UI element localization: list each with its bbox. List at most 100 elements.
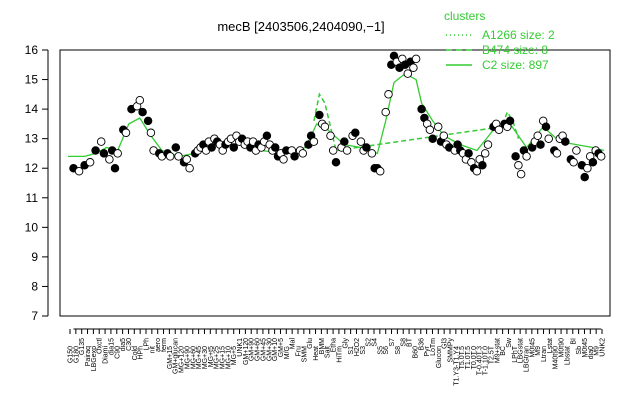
- plot-frame: [59, 49, 611, 317]
- data-point: [74, 166, 84, 176]
- y-tick-label: 8: [31, 279, 38, 293]
- x-tick-label: BC: [500, 346, 507, 356]
- data-point: [309, 137, 319, 146]
- x-tick-label: LBGtran: [524, 346, 531, 372]
- x-tick-label: dia5: [120, 338, 127, 351]
- data-point: [165, 152, 175, 161]
- x-tick-label: M/G: [284, 346, 291, 359]
- data-point: [583, 163, 592, 173]
- x-tick-label: aero: [155, 338, 162, 352]
- data-point: [580, 172, 589, 182]
- x-tick-label: Sw: [506, 337, 513, 348]
- y-tick-label: 10: [25, 220, 39, 234]
- x-tick-label: S5: [377, 346, 384, 355]
- x-tick-label: Fru: [296, 346, 303, 357]
- chart-title: mecB [2403506,2404090,−1]: [217, 19, 384, 34]
- x-tick-label: HiTm: [336, 346, 343, 363]
- data-point: [174, 152, 183, 161]
- x-tick-label: B36: [418, 338, 425, 351]
- x-tick-label: HPh: [138, 346, 145, 360]
- y-tick-label: 12: [25, 161, 39, 175]
- data-point: [541, 122, 551, 132]
- x-tick-label: S2: [366, 338, 373, 347]
- x-tick-label: Glucon: [436, 346, 443, 368]
- x-tick-label: M9: [594, 346, 601, 356]
- data-point: [505, 116, 515, 126]
- data-point: [110, 163, 120, 173]
- x-tick-label: S8: [401, 338, 408, 347]
- data-point: [483, 140, 493, 149]
- y-tick-label: 11: [26, 191, 39, 205]
- legend-entry-label: A1266 size: 2: [482, 28, 555, 42]
- data-point: [270, 143, 280, 152]
- x-tick-label: Gl3: [442, 338, 449, 349]
- data-point: [279, 155, 288, 164]
- data-point: [533, 131, 542, 140]
- data-point: [331, 158, 341, 167]
- x-tick-label: S8: [395, 346, 402, 355]
- data-point: [229, 143, 239, 152]
- x-tick-label: Diami: [103, 346, 110, 364]
- data-point: [262, 131, 272, 140]
- x-tick-label: dia15: [108, 338, 115, 355]
- x-tick-label: T-1.10T.0: [483, 346, 490, 375]
- x-tick-label: S7: [389, 338, 396, 347]
- x-tick-label: S4: [372, 338, 379, 347]
- data-point: [516, 169, 526, 179]
- data-point: [381, 107, 390, 117]
- data-point: [514, 161, 523, 170]
- data-point: [342, 146, 352, 155]
- data-point: [207, 143, 216, 152]
- data-point: [511, 152, 520, 161]
- data-point: [113, 149, 122, 158]
- data-point: [588, 158, 598, 167]
- x-tick-label: MG+90: [184, 346, 191, 369]
- y-tick-label: 13: [25, 132, 39, 146]
- data-point: [409, 63, 418, 72]
- x-tick-label: MG+25: [214, 346, 221, 369]
- data-point: [494, 125, 504, 135]
- data-point: [572, 146, 581, 155]
- data-point: [326, 131, 335, 140]
- x-tick-label: LBGexp: [91, 346, 98, 371]
- x-tick-label: MG+30: [202, 346, 209, 369]
- data-point: [315, 110, 324, 120]
- x-tick-label: H2O2: [354, 338, 361, 356]
- data-point: [290, 152, 299, 161]
- data-point: [561, 137, 570, 146]
- x-tick-label: B60: [412, 346, 419, 359]
- x-tick-label: LPhT: [512, 345, 519, 362]
- data-point: [464, 149, 473, 158]
- x-tick-label: GM+120: [243, 338, 250, 365]
- x-tick-label: M40t90: [553, 346, 560, 369]
- x-tick-label: ferm: [161, 338, 168, 352]
- legend-entry-label: C2 size: 897: [482, 58, 549, 72]
- data-point: [375, 166, 385, 176]
- data-point: [544, 134, 553, 143]
- data-point: [552, 149, 562, 158]
- x-tick-label: G150: [68, 346, 75, 363]
- x-tick-label: T0.0T.0: [471, 346, 478, 369]
- x-tick-label: Pyr: [424, 345, 431, 356]
- data-point: [138, 107, 147, 117]
- data-point: [182, 155, 192, 164]
- x-tick-label: Cold: [132, 346, 139, 361]
- x-tick-label: T2.5T: [488, 345, 495, 364]
- y-axis: 7 8 9 10 11 12 13 14 15 16: [25, 43, 49, 323]
- x-tick-label: C30: [126, 338, 133, 351]
- x-tick-label: S6: [383, 346, 390, 355]
- data-point: [91, 146, 100, 155]
- x-tick-label: BT: [407, 337, 414, 347]
- x-tick-label: GM+glucan: [173, 338, 180, 374]
- x-tick-label: SMMPy: [448, 338, 455, 363]
- data-point: [146, 128, 156, 138]
- data-point: [96, 137, 106, 146]
- x-tick-label: Sb: [576, 346, 583, 355]
- x-tick-label: LBGstat: [518, 338, 525, 363]
- data-point: [356, 137, 366, 146]
- data-point: [425, 125, 435, 135]
- x-tick-label: S3: [360, 346, 367, 355]
